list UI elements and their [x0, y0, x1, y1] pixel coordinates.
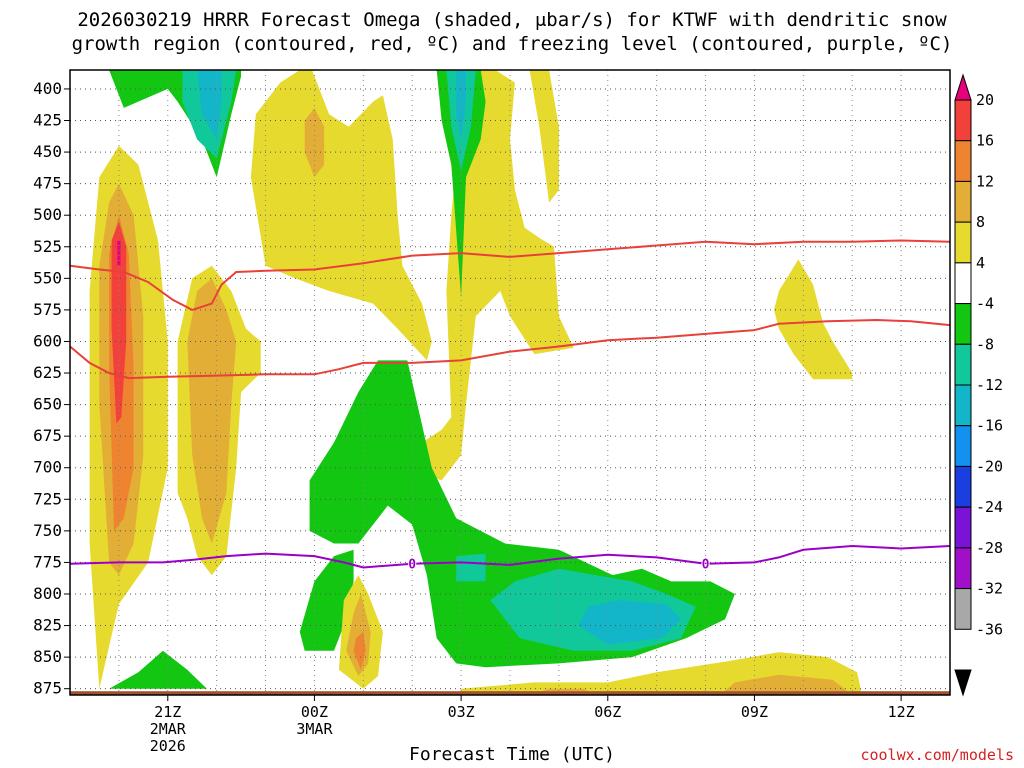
omega-region	[720, 674, 853, 695]
y-tick-label: 600	[33, 331, 62, 350]
chart-title-line-1: 2026030219 HRRR Forecast Omega (shaded, …	[77, 9, 947, 31]
colorbar-tick-label: -32	[976, 580, 1003, 598]
omega-region	[456, 553, 486, 582]
freezing-label-bg	[408, 556, 417, 570]
y-tick-label: 775	[33, 552, 62, 571]
colorbar-tick-label: -4	[976, 295, 994, 313]
colorbar: 20 16 12 8 4 -4 -8 -12 -16 -20 -24 -28 -32 -36	[954, 73, 1003, 697]
omega-region	[346, 594, 371, 677]
y-tick-label: 400	[33, 79, 62, 98]
colorbar-bin	[954, 425, 972, 467]
colorbar-tick-label: -12	[976, 376, 1003, 394]
omega-region	[250, 70, 432, 361]
y-tick-label: 725	[33, 489, 62, 508]
omega-region	[436, 70, 486, 298]
omega-region	[529, 70, 559, 203]
x-tick-label: 21Z	[154, 703, 181, 721]
colorbar-triangle-bottom	[954, 669, 972, 697]
x-tick-label: 09Z	[741, 703, 768, 721]
x-tick-label: 12Z	[888, 703, 915, 721]
x-tick-label: 2026	[150, 737, 186, 755]
colorbar-tick-label: 16	[976, 132, 994, 150]
dsg-contour-line	[70, 318, 950, 380]
colorbar-bin	[954, 180, 972, 223]
colorbar-tick-label: -16	[976, 417, 1003, 435]
colorbar-tick-label: -28	[976, 539, 1003, 557]
y-tick-label: 475	[33, 174, 62, 193]
colorbar-tick-label: 4	[976, 254, 985, 272]
freezing-label-bg	[701, 556, 710, 570]
x-axis-label: Forecast Time (UTC)	[409, 744, 615, 765]
colorbar-bin	[954, 99, 972, 142]
colorbar-bin	[954, 547, 972, 590]
y-tick-label: 625	[33, 363, 62, 382]
x-tick-label: 3MAR	[296, 720, 333, 738]
colorbar-bin	[954, 465, 972, 508]
colorbar-triangle-top	[954, 73, 972, 101]
omega-region	[774, 259, 853, 380]
colorbar-tick-label: 20	[976, 91, 994, 109]
credit-text: coolwx.com/models	[860, 746, 1014, 764]
x-tick-label: 03Z	[448, 703, 475, 721]
omega-shading	[70, 70, 950, 695]
colorbar-bin	[954, 588, 972, 630]
y-tick-label: 675	[33, 426, 62, 445]
y-tick-label: 450	[33, 142, 62, 161]
chart-title: 2026030219 HRRR Forecast Omega (shaded, …	[0, 8, 1024, 56]
omega-region	[117, 240, 121, 266]
colorbar-bin	[954, 343, 972, 386]
freezing-level-label: 0	[408, 558, 416, 573]
omega-region	[407, 70, 574, 481]
y-axis-ticks: 400 425 450 475 500 525 550 575 600 625 650 675 700 7…	[33, 79, 70, 698]
colorbar-bin	[954, 384, 972, 427]
y-tick-label: 700	[33, 458, 62, 477]
colorbar-tick-label: -24	[976, 498, 1003, 516]
y-tick-label: 425	[33, 111, 62, 130]
colorbar-tick-label: -36	[976, 620, 1003, 638]
colorbar-bin	[954, 221, 972, 264]
y-tick-label: 550	[33, 268, 62, 287]
dsg-contour-line	[70, 239, 950, 311]
y-tick-label: 575	[33, 300, 62, 319]
y-tick-label: 750	[33, 521, 62, 540]
y-tick-label: 800	[33, 584, 62, 603]
colorbar-tick-label: 8	[976, 213, 985, 231]
y-tick-label: 850	[33, 647, 62, 666]
freezing-level-line	[70, 544, 950, 569]
colorbar-tick-label: -8	[976, 335, 994, 353]
omega-region	[304, 107, 325, 178]
y-tick-label: 525	[33, 237, 62, 256]
colorbar-bin	[954, 262, 972, 305]
terrain-ground	[70, 691, 950, 695]
plot-frame	[69, 69, 951, 696]
y-tick-label: 650	[33, 395, 62, 414]
colorbar-tick-label: -20	[976, 457, 1003, 475]
gridlines	[69, 70, 951, 695]
omega-region	[578, 600, 682, 645]
colorbar-bin	[954, 303, 972, 345]
y-tick-label: 500	[33, 205, 62, 224]
x-tick-label: 06Z	[594, 703, 621, 721]
y-tick-label: 825	[33, 616, 62, 635]
omega-region	[456, 70, 466, 140]
colorbar-bin	[954, 140, 972, 182]
omega-region	[109, 650, 207, 689]
y-tick-label: 875	[33, 679, 62, 698]
colorbar-bin	[954, 506, 972, 549]
colorbar-tick-label: 12	[976, 172, 994, 190]
omega-region	[197, 70, 222, 140]
x-tick-label: 2MAR	[150, 720, 187, 738]
omega-region	[187, 278, 237, 544]
chart-title-line-2: growth region (contoured, red, ºC) and f…	[71, 33, 953, 55]
omega-region	[353, 631, 366, 670]
x-tick-label: 00Z	[301, 703, 328, 721]
freezing-level-label: 0	[702, 558, 710, 573]
